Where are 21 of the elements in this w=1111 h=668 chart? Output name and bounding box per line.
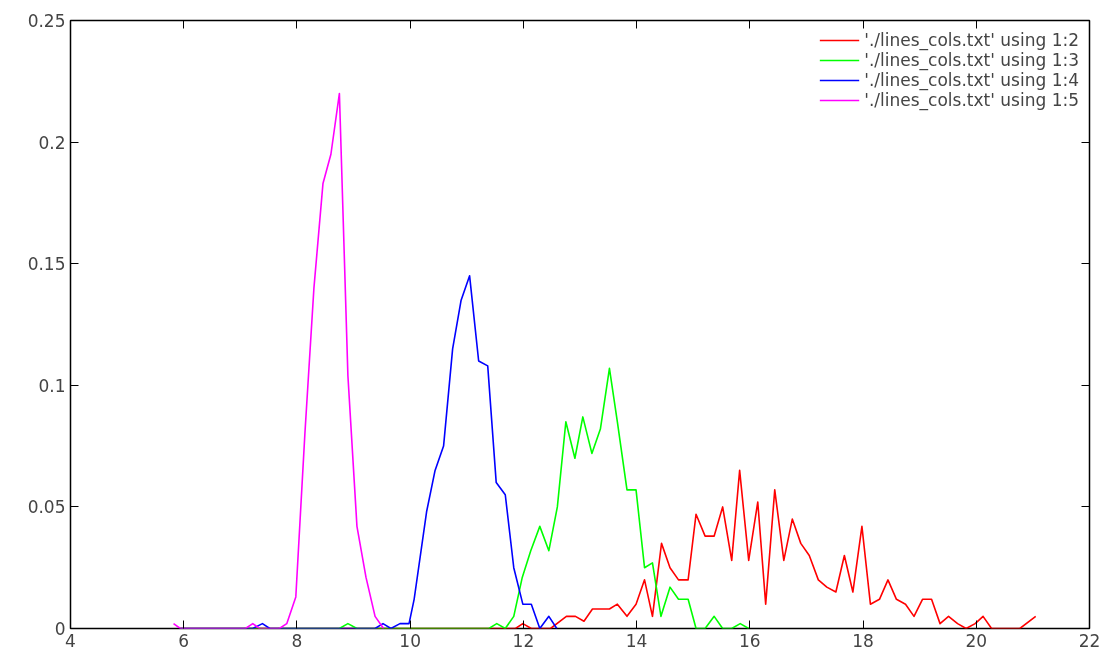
y-tick-label: 0 <box>54 619 66 639</box>
y-tick-label: 0.15 <box>27 254 66 275</box>
legend-label: './lines_cols.txt' using 1:3 <box>864 50 1079 70</box>
x-tick-label: 20 <box>965 630 988 651</box>
x-tick-label: 16 <box>739 630 761 651</box>
line-series <box>172 92 385 629</box>
y-tick-label: 0.05 <box>27 497 66 518</box>
x-tick-label: 12 <box>512 630 535 651</box>
y-tick-label: 0.2 <box>38 132 66 153</box>
x-tick-label: 22 <box>1078 630 1101 651</box>
legend-label: './lines_cols.txt' using 1:5 <box>864 90 1079 110</box>
x-tick-label: 6 <box>178 630 190 651</box>
legend-label: './lines_cols.txt' using 1:2 <box>864 30 1079 50</box>
x-tick-label: 14 <box>625 630 648 651</box>
x-tick-label: 18 <box>852 630 874 651</box>
y-tick-label: 0.25 <box>27 11 66 31</box>
x-tick-label: 4 <box>65 630 76 651</box>
x-tick-label: 10 <box>399 630 421 651</box>
legend-label: './lines_cols.txt' using 1:4 <box>864 70 1079 90</box>
y-tick-label: 0.1 <box>38 375 66 396</box>
x-tick-label: 8 <box>291 630 303 651</box>
